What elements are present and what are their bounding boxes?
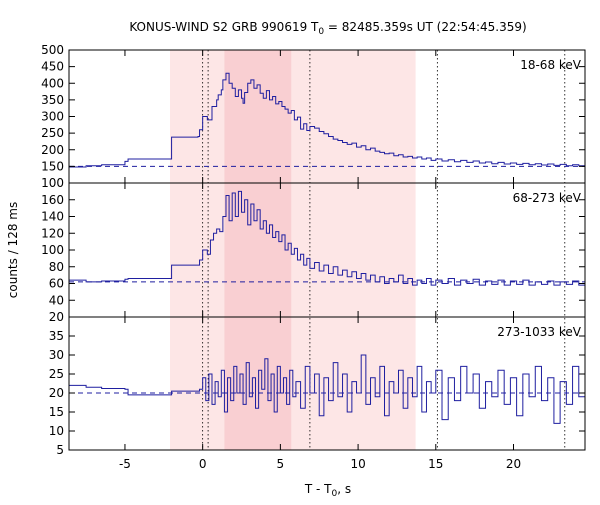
y-tick-label: 350: [41, 93, 64, 107]
y-tick-label: 150: [41, 159, 64, 173]
shaded-interval-2: [224, 50, 292, 450]
x-tick-label: 5: [277, 457, 285, 471]
y-tick-label-bottom: 20: [49, 310, 64, 324]
y-tick-label: 450: [41, 60, 64, 74]
y-tick-label: 120: [41, 226, 64, 240]
y-tick-label: 100: [41, 243, 64, 257]
chart-title: KONUS-WIND S2 GRB 990619 T0 = 82485.359s…: [129, 20, 526, 37]
y-tick-label: 160: [41, 193, 64, 207]
x-tick-label: 10: [350, 457, 365, 471]
x-tick-label: 0: [199, 457, 207, 471]
y-tick-label-bottom: 5: [56, 443, 64, 457]
x-tick-label: 15: [428, 457, 443, 471]
energy-band-label-2: 68-273 keV: [513, 191, 582, 205]
y-tick-label: 300: [41, 110, 64, 124]
series-line-panel-3: [69, 354, 586, 424]
series-line-panel-1: [69, 72, 586, 168]
x-axis-label: T - T0, s: [304, 482, 351, 499]
y-tick-label-bottom: 100: [41, 176, 64, 190]
y-tick-label: 25: [49, 367, 64, 381]
y-tick-label: 200: [41, 143, 64, 157]
x-tick-label: -5: [119, 457, 131, 471]
y-tick-label: 10: [49, 424, 64, 438]
y-tick-label: 35: [49, 329, 64, 343]
y-tick-label: 30: [49, 348, 64, 362]
energy-band-label-1: 18-68 keV: [520, 58, 582, 72]
y-tick-label: 40: [49, 293, 64, 307]
y-tick-label: 80: [49, 260, 64, 274]
panel-frame-3: [68, 316, 586, 451]
y-tick-label: 250: [41, 126, 64, 140]
tick-marks: [69, 49, 585, 450]
y-tick-label: 500: [41, 43, 64, 57]
y-tick-label: 60: [49, 277, 64, 291]
x-tick-label: 20: [506, 457, 521, 471]
series-layer: [69, 72, 586, 424]
y-tick-label: 20: [49, 386, 64, 400]
y-axis-label: counts / 128 ms: [6, 202, 20, 298]
series-line-panel-2: [69, 190, 586, 286]
y-tick-label: 15: [49, 405, 64, 419]
y-tick-label: 140: [41, 210, 64, 224]
energy-band-label-3: 273-1033 keV: [497, 325, 581, 339]
y-tick-label: 400: [41, 76, 64, 90]
